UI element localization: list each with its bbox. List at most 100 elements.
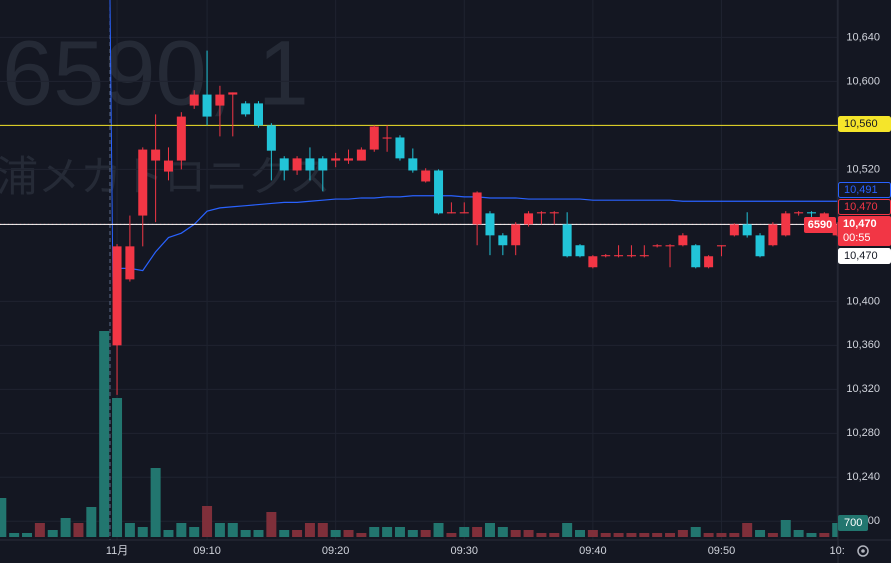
- volume-bar: [536, 533, 547, 537]
- candle-body: [601, 255, 611, 257]
- y-tick-label: 10,280: [846, 427, 880, 439]
- axes: 10,20010,24010,28010,32010,36010,40010,5…: [106, 31, 891, 557]
- symbol-tag: [804, 217, 836, 233]
- volume-bar: [292, 530, 303, 537]
- volume-bar: [22, 533, 33, 537]
- candle-body: [742, 224, 752, 236]
- volume-bar: [369, 527, 380, 537]
- symbol-label: 6590: [808, 219, 832, 231]
- volume-bar: [587, 530, 598, 537]
- y-tick-label: 10,240: [846, 471, 880, 483]
- candle-body: [138, 149, 148, 216]
- volume-bar: [189, 527, 200, 537]
- x-tick-label: 11月: [106, 545, 128, 557]
- volume-bar: [99, 331, 110, 537]
- volume-bar: [433, 523, 444, 537]
- candle-body: [626, 255, 636, 257]
- candle-body: [781, 213, 791, 236]
- volume-bar: [780, 520, 791, 537]
- volume-layer: [0, 331, 838, 537]
- candle-body: [524, 213, 534, 225]
- volume-bar: [677, 530, 688, 537]
- volume-bar: [382, 527, 393, 537]
- volume-bar: [600, 533, 611, 537]
- volume-bar: [729, 533, 740, 537]
- candle-body: [446, 212, 456, 214]
- volume-bar: [73, 523, 84, 537]
- candle-body: [768, 224, 778, 246]
- volume-bar: [124, 523, 135, 537]
- candle-body: [472, 192, 482, 225]
- x-tick-label: 09:40: [579, 545, 607, 557]
- candle-body: [189, 94, 199, 106]
- volume-bar: [523, 530, 534, 537]
- candle-body: [382, 137, 392, 139]
- candle-body: [678, 235, 688, 246]
- volume-bar: [150, 468, 161, 537]
- volume-bar: [266, 512, 277, 537]
- volume-bar: [793, 530, 804, 537]
- volume-bar: [510, 530, 521, 537]
- candle-body: [163, 160, 173, 172]
- volume-bar: [317, 523, 328, 537]
- candle-body: [356, 149, 366, 161]
- candle-body: [215, 94, 225, 106]
- x-tick-label: 09:10: [193, 545, 221, 557]
- volume-bar: [665, 533, 676, 537]
- volume-bar: [549, 533, 560, 537]
- x-tick-label: 10:: [830, 545, 845, 557]
- candle-body: [279, 158, 289, 171]
- candle-body: [459, 212, 469, 214]
- volume-bar: [446, 533, 457, 537]
- countdown: 00:55: [843, 232, 871, 244]
- candle-body: [562, 224, 572, 257]
- volume-bar: [639, 533, 650, 537]
- volume-bar: [60, 518, 71, 537]
- volume-bar: [112, 398, 123, 537]
- candle-body: [691, 245, 701, 268]
- candle-body: [639, 255, 649, 257]
- vwap-reset: [109, 0, 114, 291]
- volume-bar: [330, 530, 341, 537]
- volume-bar: [626, 533, 637, 537]
- price-tag-label: 10,470: [844, 250, 878, 262]
- volume-bar: [163, 530, 174, 537]
- candle-body: [395, 137, 405, 159]
- volume-bar: [227, 523, 238, 537]
- volume-bar: [472, 527, 483, 537]
- volume-bar: [0, 498, 7, 537]
- candle-body: [202, 94, 212, 117]
- y-tick-label: 10,520: [846, 163, 880, 175]
- candle-body: [588, 256, 598, 268]
- settings-icon[interactable]: [857, 545, 869, 557]
- volume-bar: [652, 533, 663, 537]
- candle-body: [434, 170, 444, 214]
- candle-body: [241, 103, 251, 115]
- volume-bar: [214, 523, 225, 537]
- volume-bar: [176, 523, 187, 537]
- candle-body: [305, 158, 315, 171]
- candle-body: [485, 213, 495, 236]
- volume-bar: [343, 530, 354, 537]
- volume-bar: [279, 530, 290, 537]
- y-tick-label: 10,360: [846, 339, 880, 351]
- candle-body: [254, 103, 263, 126]
- candle-body: [266, 125, 276, 151]
- candle-body: [331, 158, 341, 161]
- candle-body: [794, 212, 804, 214]
- volume-bar: [690, 527, 701, 537]
- volume-bar: [562, 523, 573, 537]
- candle-body: [511, 224, 521, 246]
- candle-body: [614, 255, 624, 257]
- price-tag: [838, 216, 891, 246]
- candle-layer: [112, 50, 838, 395]
- candle-body: [536, 212, 546, 214]
- volume-bar: [240, 530, 251, 537]
- volume-bar: [703, 533, 714, 537]
- candle-body: [408, 158, 418, 171]
- volume-bar: [202, 506, 213, 537]
- volume-tag-label: 700: [844, 517, 862, 529]
